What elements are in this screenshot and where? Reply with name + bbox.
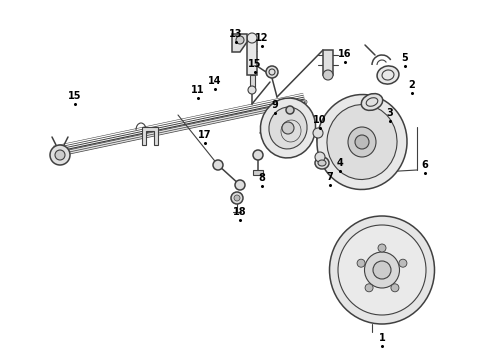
Text: 9: 9 <box>271 100 278 110</box>
Circle shape <box>315 152 325 162</box>
Circle shape <box>50 145 70 165</box>
Polygon shape <box>323 50 333 75</box>
Polygon shape <box>253 170 263 175</box>
Ellipse shape <box>377 66 399 84</box>
Polygon shape <box>249 75 254 90</box>
Ellipse shape <box>348 127 376 157</box>
Circle shape <box>323 70 333 80</box>
Text: 8: 8 <box>259 173 266 183</box>
Ellipse shape <box>338 225 426 315</box>
Text: 18: 18 <box>233 207 247 217</box>
Text: 15: 15 <box>68 91 82 101</box>
Circle shape <box>213 160 223 170</box>
Circle shape <box>378 244 386 252</box>
Ellipse shape <box>373 261 391 279</box>
Circle shape <box>399 259 407 267</box>
Text: 5: 5 <box>402 53 408 63</box>
Circle shape <box>55 150 65 160</box>
Text: 17: 17 <box>198 130 212 140</box>
Text: 11: 11 <box>191 85 205 95</box>
Circle shape <box>365 284 373 292</box>
Ellipse shape <box>329 216 435 324</box>
Circle shape <box>391 284 399 292</box>
Circle shape <box>357 259 365 267</box>
Text: 4: 4 <box>337 158 343 168</box>
Text: 14: 14 <box>208 76 222 86</box>
Text: 2: 2 <box>409 80 416 90</box>
Polygon shape <box>142 127 158 145</box>
Text: 15: 15 <box>248 59 262 69</box>
Circle shape <box>236 36 244 44</box>
Circle shape <box>235 180 245 190</box>
Text: 1: 1 <box>379 333 385 343</box>
Circle shape <box>282 122 294 134</box>
Text: 3: 3 <box>387 108 393 118</box>
Circle shape <box>286 106 294 114</box>
Ellipse shape <box>317 95 407 189</box>
Ellipse shape <box>269 107 307 149</box>
Ellipse shape <box>355 135 369 149</box>
Text: 7: 7 <box>327 172 333 182</box>
Polygon shape <box>247 40 257 75</box>
Ellipse shape <box>361 94 383 111</box>
Circle shape <box>234 195 240 201</box>
Text: 13: 13 <box>229 29 243 39</box>
Text: 12: 12 <box>255 33 269 43</box>
Text: 10: 10 <box>313 115 327 125</box>
Text: 16: 16 <box>338 49 352 59</box>
Circle shape <box>266 66 278 78</box>
Ellipse shape <box>365 252 399 288</box>
Ellipse shape <box>260 98 316 158</box>
Circle shape <box>247 33 257 43</box>
Text: 6: 6 <box>421 160 428 170</box>
Ellipse shape <box>327 104 397 180</box>
Circle shape <box>313 128 323 138</box>
Circle shape <box>248 86 256 94</box>
Ellipse shape <box>315 157 329 169</box>
Ellipse shape <box>318 160 326 166</box>
Circle shape <box>231 192 243 204</box>
Circle shape <box>253 150 263 160</box>
Polygon shape <box>232 34 247 52</box>
